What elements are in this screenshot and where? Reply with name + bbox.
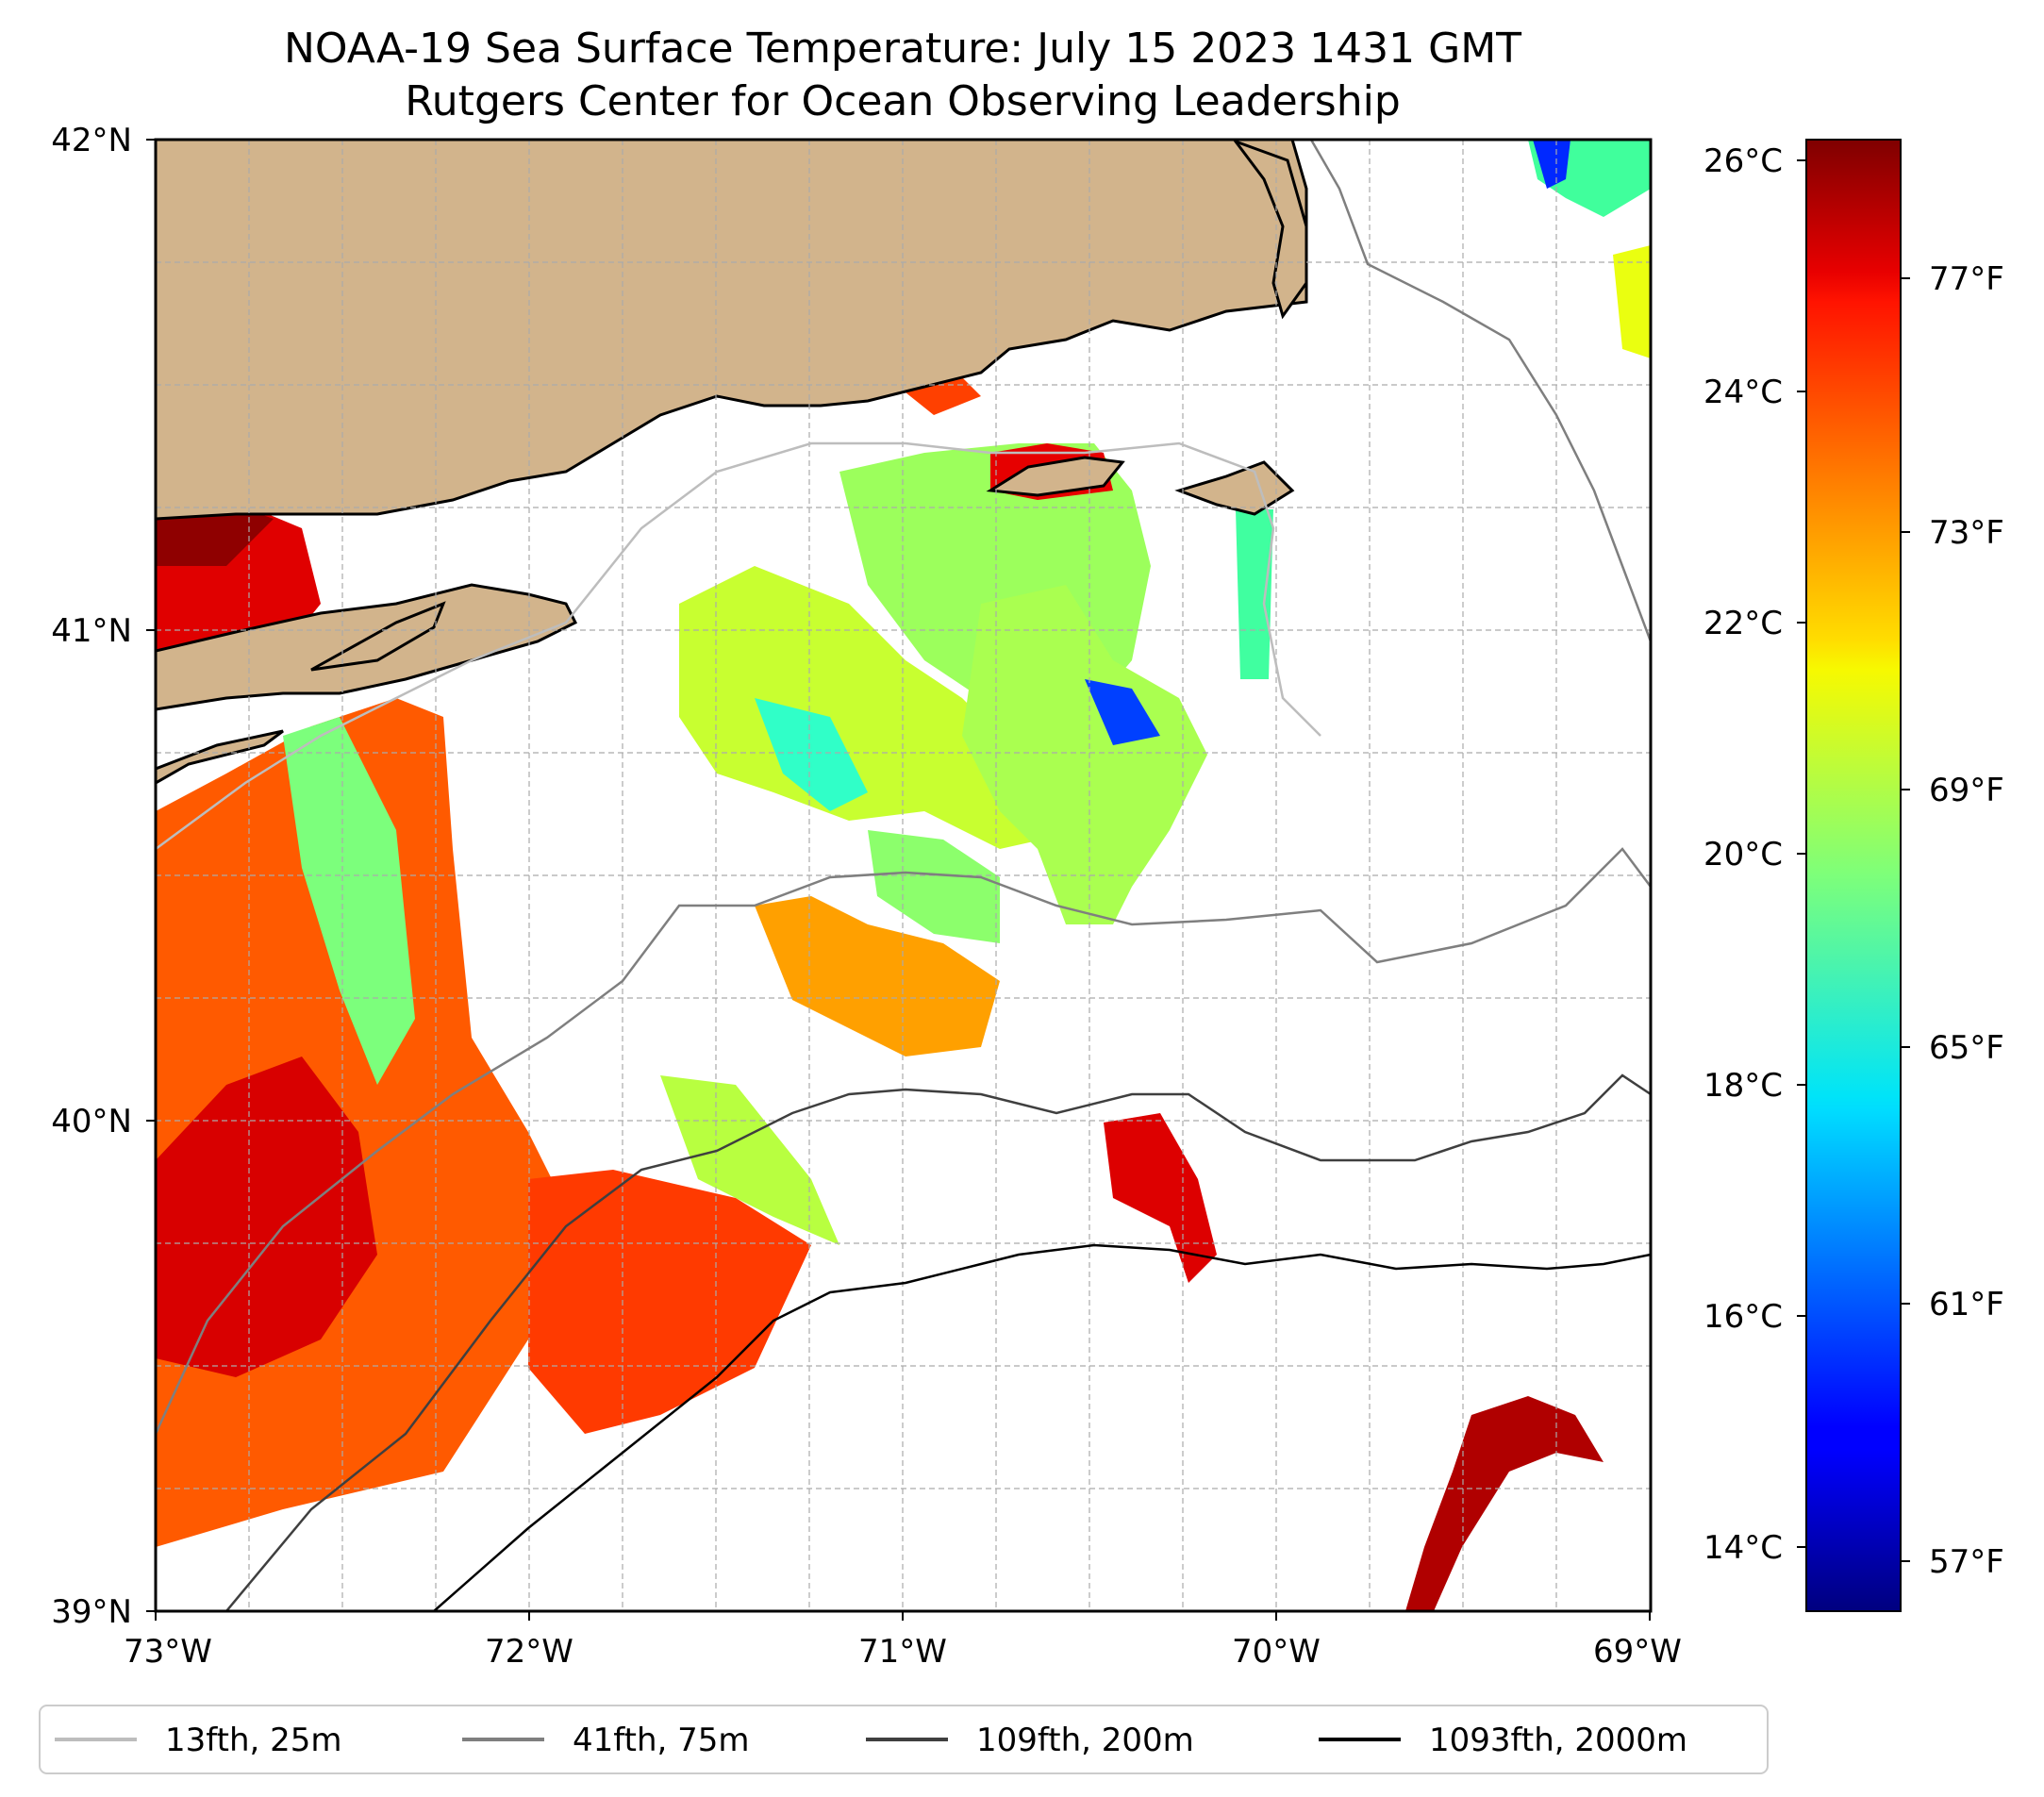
- isobath-75m: [156, 847, 1651, 1435]
- sst-patch-central-cyan: [755, 698, 868, 811]
- isobath-2000m: [433, 1243, 1651, 1611]
- lon-axis: 73°W 72°W 71°W 70°W 69°W: [124, 1611, 1682, 1671]
- legend-label: 13fth, 25m: [165, 1722, 342, 1759]
- sst-patch-mid-orange: [755, 896, 1000, 1057]
- colorbar-celsius-label: 14°C: [1703, 1529, 1783, 1567]
- colorbar-celsius-label: 20°C: [1703, 836, 1783, 874]
- gridlines: [156, 140, 1651, 1611]
- isobath-75m-north: [1309, 140, 1651, 642]
- map-panel[interactable]: 42°N 41°N 40°N 39°N 73°W 72°W 71°W 70°W …: [51, 122, 1682, 1671]
- lon-tick-label: 73°W: [124, 1633, 212, 1671]
- martha-vineyard: [986, 456, 1125, 497]
- mainland-new-england: [156, 140, 1308, 521]
- lat-tick-label: 40°N: [51, 1103, 132, 1140]
- colorbar-fahrenheit-label: 73°F: [1929, 514, 2004, 552]
- isobath-25m: [156, 441, 1321, 851]
- legend-label: 41fth, 75m: [573, 1722, 750, 1759]
- colorbar-celsius-label: 16°C: [1703, 1298, 1783, 1336]
- isobath-lines: [156, 140, 1651, 1611]
- legend-label: 109fth, 200m: [976, 1722, 1194, 1759]
- legend-item: 1093fth, 2000m: [1319, 1722, 1687, 1759]
- sst-patch-shelf-mid: [528, 1170, 811, 1434]
- lat-tick-label: 41°N: [51, 612, 132, 650]
- sst-patch-sw-hot: [156, 1057, 377, 1377]
- colorbar-gradient: [1805, 139, 1902, 1612]
- colorbar-celsius-label: 24°C: [1703, 374, 1783, 411]
- colorbar-celsius-label: 26°C: [1703, 142, 1783, 180]
- sst-patch-nantucket-strip: [1236, 509, 1273, 679]
- title-line-1: NOAA-19 Sea Surface Temperature: July 15…: [284, 25, 1521, 73]
- isobath-legend: 13fth, 25m 41fth, 75m 109fth, 200m 1093f…: [39, 1705, 1769, 1774]
- legend-item: 41fth, 75m: [462, 1722, 750, 1759]
- colorbar-celsius-ticks: 26°C 24°C 22°C 20°C 18°C 16°C 14°C: [1703, 142, 1806, 1567]
- sst-patch-se-warm: [1405, 1396, 1604, 1611]
- colorbar-fahrenheit-label: 65°F: [1929, 1029, 2004, 1067]
- lon-tick-label: 71°W: [858, 1633, 947, 1671]
- lat-axis: 42°N 41°N 40°N 39°N: [51, 122, 156, 1631]
- cape-cod-arm: [1232, 140, 1308, 320]
- sst-patch-east-blue: [1085, 679, 1160, 745]
- colorbar-fahrenheit-label: 69°F: [1929, 772, 2004, 809]
- isobath-200m: [225, 1073, 1651, 1611]
- legend-item: 13fth, 25m: [55, 1722, 342, 1759]
- colorbar-fahrenheit-label: 77°F: [1929, 260, 2004, 298]
- lat-tick-label: 42°N: [51, 122, 132, 159]
- colorbar-fahrenheit-label: 61°F: [1929, 1286, 2004, 1323]
- sst-patch-ne-right: [1613, 245, 1651, 358]
- lon-tick-label: 70°W: [1232, 1633, 1321, 1671]
- sst-patch-mid-green: [868, 830, 1000, 943]
- sst-patch-sw-cool-band: [283, 717, 415, 1085]
- lon-tick-label: 72°W: [485, 1633, 573, 1671]
- sst-patch-shelf-mid-green: [660, 1075, 839, 1245]
- colorbar: 26°C 24°C 22°C 20°C 18°C 16°C 14°C 77°F …: [1703, 139, 2004, 1612]
- colorbar-fahrenheit-ticks: 77°F 73°F 69°F 65°F 61°F 57°F: [1901, 260, 2004, 1581]
- colorbar-fahrenheit-label: 57°F: [1929, 1543, 2004, 1581]
- colorbar-celsius-label: 22°C: [1703, 605, 1783, 642]
- legend-label: 1093fth, 2000m: [1429, 1722, 1687, 1759]
- title-line-2: Rutgers Center for Ocean Observing Leade…: [405, 77, 1401, 125]
- sst-patch-ne-blue: [1533, 140, 1570, 189]
- legend-item: 109fth, 200m: [866, 1722, 1194, 1759]
- colorbar-celsius-label: 18°C: [1703, 1067, 1783, 1105]
- nj-coast-strip: [156, 729, 284, 785]
- sst-patch-east-green: [962, 585, 1207, 924]
- sst-patch-slope-warm: [1104, 1113, 1217, 1283]
- lat-tick-label: 39°N: [51, 1593, 132, 1631]
- lon-tick-label: 69°W: [1593, 1633, 1682, 1671]
